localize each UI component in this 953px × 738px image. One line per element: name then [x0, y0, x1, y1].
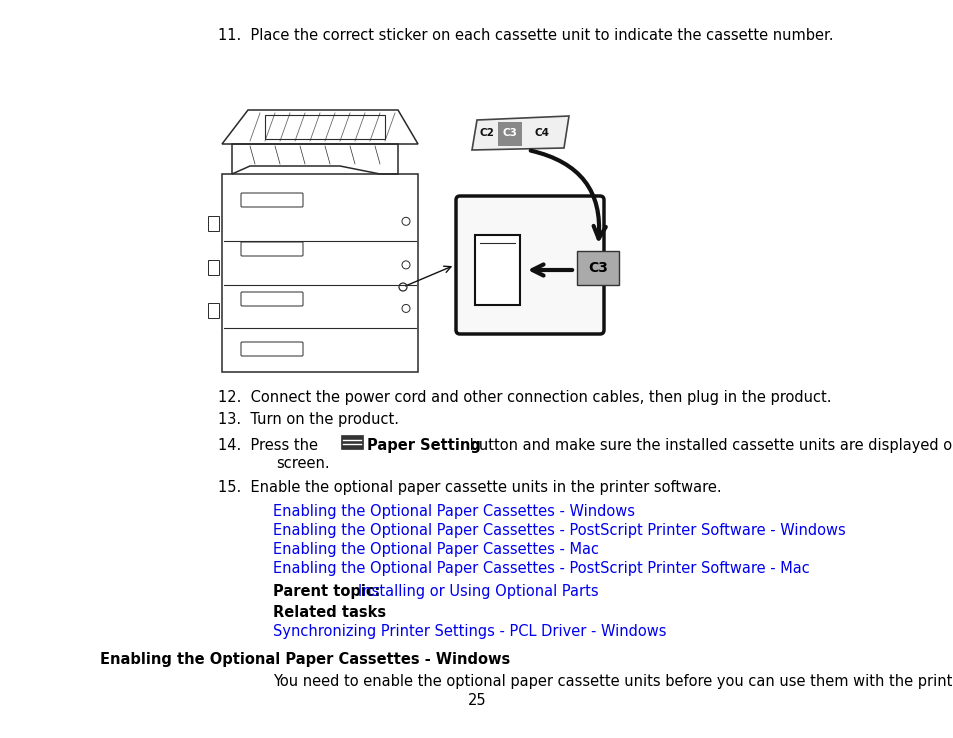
Text: Paper Setting: Paper Setting: [367, 438, 480, 453]
FancyArrowPatch shape: [405, 266, 451, 286]
Text: 12.  Connect the power cord and other connection cables, then plug in the produc: 12. Connect the power cord and other con…: [218, 390, 831, 405]
Polygon shape: [472, 116, 568, 150]
FancyBboxPatch shape: [340, 435, 363, 449]
Text: Enabling the Optional Paper Cassettes - PostScript Printer Software - Mac: Enabling the Optional Paper Cassettes - …: [273, 561, 809, 576]
Text: button and make sure the installed cassette units are displayed on the: button and make sure the installed casse…: [464, 438, 953, 453]
FancyBboxPatch shape: [475, 235, 519, 305]
Text: Synchronizing Printer Settings - PCL Driver - Windows: Synchronizing Printer Settings - PCL Dri…: [273, 624, 666, 639]
Text: 11.  Place the correct sticker on each cassette unit to indicate the cassette nu: 11. Place the correct sticker on each ca…: [218, 28, 833, 43]
Text: C2: C2: [479, 128, 494, 138]
Text: screen.: screen.: [275, 456, 330, 471]
FancyArrowPatch shape: [530, 151, 605, 238]
Text: You need to enable the optional paper cassette units before you can use them wit: You need to enable the optional paper ca…: [273, 674, 953, 689]
FancyBboxPatch shape: [497, 122, 521, 146]
Text: C3: C3: [502, 128, 517, 138]
Text: 13.  Turn on the product.: 13. Turn on the product.: [218, 412, 398, 427]
FancyBboxPatch shape: [456, 196, 603, 334]
Text: Related tasks: Related tasks: [273, 605, 386, 620]
Text: Enabling the Optional Paper Cassettes - Windows: Enabling the Optional Paper Cassettes - …: [100, 652, 510, 667]
Text: 15.  Enable the optional paper cassette units in the printer software.: 15. Enable the optional paper cassette u…: [218, 480, 720, 495]
Text: Enabling the Optional Paper Cassettes - PostScript Printer Software - Windows: Enabling the Optional Paper Cassettes - …: [273, 523, 845, 538]
Text: Enabling the Optional Paper Cassettes - Windows: Enabling the Optional Paper Cassettes - …: [273, 504, 635, 519]
FancyBboxPatch shape: [577, 251, 618, 285]
Text: C3: C3: [587, 261, 607, 275]
Text: 25: 25: [467, 693, 486, 708]
Text: 14.  Press the: 14. Press the: [218, 438, 322, 453]
Text: C4: C4: [534, 128, 549, 138]
Text: Parent topic:: Parent topic:: [273, 584, 385, 599]
Text: Installing or Using Optional Parts: Installing or Using Optional Parts: [357, 584, 598, 599]
Text: Enabling the Optional Paper Cassettes - Mac: Enabling the Optional Paper Cassettes - …: [273, 542, 598, 557]
